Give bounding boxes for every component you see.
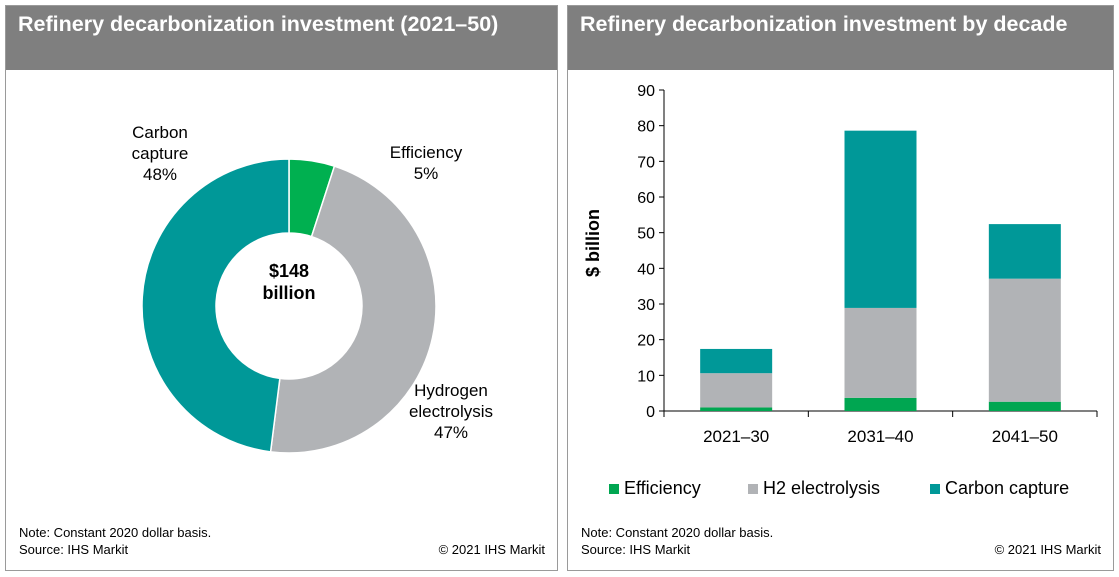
bar-segment-h2-electrolysis-2041–50 xyxy=(988,278,1061,402)
y-tick-label: 60 xyxy=(637,190,655,207)
legend-item-h2-electrolysis: H2 electrolysis xyxy=(748,478,880,499)
stacked-bar-chart: 0 10 20 30 40 50 60 70 80 90 2021–30 2031–40 2041–50… xyxy=(583,83,1098,446)
bar-segment-efficiency-2041–50 xyxy=(988,401,1061,411)
bar-segment-carbon-capture-2041–50 xyxy=(988,224,1061,279)
legend-item-carbon-capture: Carbon capture xyxy=(930,478,1069,499)
panel-header: Refinery decarbonization investment (202… xyxy=(6,6,557,70)
y-tick-label: 0 xyxy=(646,404,655,421)
panel-title: Refinery decarbonization investment by d… xyxy=(580,12,1068,36)
donut-center-unit: billion xyxy=(263,283,316,303)
legend-swatch xyxy=(748,483,758,494)
copyright: © 2021 IHS Markit xyxy=(994,542,1101,557)
slice-label-carbon-capture: Carbon capture 48% xyxy=(131,123,189,184)
bar-chart-panel: Refinery decarbonization investment by d… xyxy=(567,5,1114,571)
y-axis-label: $ billion xyxy=(583,209,603,277)
donut-chart-panel: Refinery decarbonization investment (202… xyxy=(5,5,558,571)
bar-segment-efficiency-2031–40 xyxy=(844,397,917,411)
chart-note: Note: Constant 2020 dollar basis. xyxy=(581,525,774,540)
y-tick-label: 20 xyxy=(637,333,655,350)
y-tick-label: 70 xyxy=(637,154,655,171)
panel-header: Refinery decarbonization investment by d… xyxy=(568,6,1113,70)
x-tick-label: 2031–40 xyxy=(847,427,913,446)
y-tick-label: 30 xyxy=(637,297,655,314)
bar-segment-h2-electrolysis-2021–30 xyxy=(700,373,773,408)
y-tick-label: 80 xyxy=(637,119,655,136)
bar-segment-carbon-capture-2031–40 xyxy=(844,130,917,308)
x-tick-label: 2021–30 xyxy=(703,427,769,446)
slice-label-hydrogen-electrolysis: Hydrogen electrolysis 47% xyxy=(408,381,494,442)
chart-source: Source: IHS Markit xyxy=(581,542,691,557)
slice-label-efficiency: Efficiency 5% xyxy=(389,143,463,183)
chart-legend: Efficiency H2 electrolysis Carbon captur… xyxy=(568,478,1113,502)
chart-source: Source: IHS Markit xyxy=(19,542,129,557)
donut-chart: $148 billion xyxy=(141,158,437,454)
panel-title: Refinery decarbonization investment (202… xyxy=(18,12,499,36)
legend-item-efficiency: Efficiency xyxy=(609,478,701,499)
donut-slice-carbon-capture xyxy=(141,158,290,453)
copyright: © 2021 IHS Markit xyxy=(438,542,545,557)
x-tick-label: 2041–50 xyxy=(992,427,1058,446)
bar-segment-efficiency-2021–30 xyxy=(700,407,773,411)
donut-center-value: $148 xyxy=(269,261,309,281)
y-tick-label: 40 xyxy=(637,261,655,278)
bar-segment-h2-electrolysis-2031–40 xyxy=(844,307,917,398)
chart-note: Note: Constant 2020 dollar basis. xyxy=(19,525,212,540)
y-tick-label: 50 xyxy=(637,226,655,243)
y-tick-label: 10 xyxy=(637,368,655,385)
legend-swatch xyxy=(609,483,619,494)
bar-segment-carbon-capture-2021–30 xyxy=(700,348,773,374)
legend-swatch xyxy=(930,483,940,494)
y-tick-label: 90 xyxy=(637,83,655,100)
donut-slice-hydrogen-electrolysis xyxy=(269,165,437,454)
